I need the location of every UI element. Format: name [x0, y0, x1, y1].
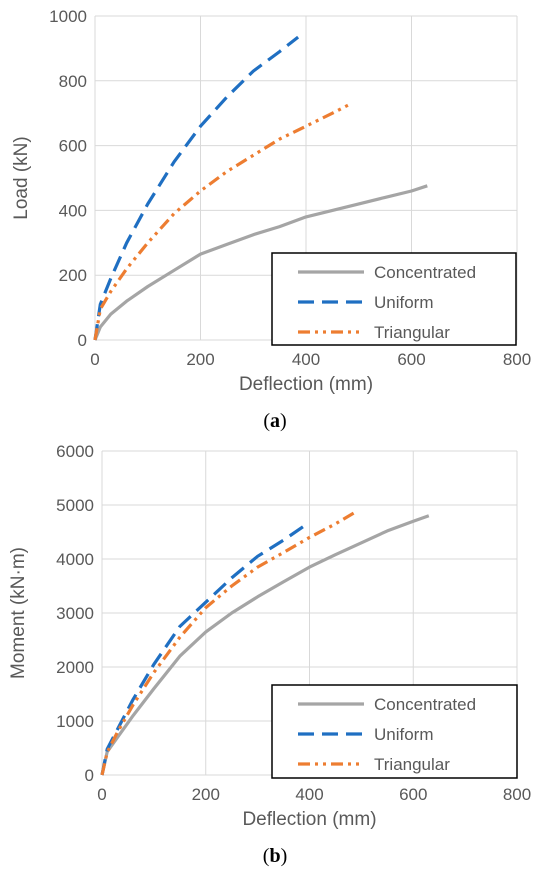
chart-b-xtick-0: 0	[97, 785, 106, 804]
chart-a-legend-label-uniform: Uniform	[374, 293, 434, 312]
chart-a-ytick-2: 400	[59, 201, 87, 220]
caption-b: (b)	[262, 845, 288, 867]
chart-b-series-triangular	[100, 511, 355, 776]
chart-a-legend-label-concentrated: Concentrated	[374, 263, 476, 282]
chart-a-legend-box	[271, 252, 517, 346]
chart-b-ytick-6: 6000	[56, 442, 94, 461]
chart-b-xtick-3: 600	[399, 785, 427, 804]
chart-a-series-uniform	[93, 35, 300, 341]
chart-a-xtick-2: 400	[292, 350, 320, 369]
chart-b-legend-label-uniform: Uniform	[374, 725, 434, 744]
chart-b-ytick-5: 5000	[56, 496, 94, 515]
chart-b-ytick-2: 2000	[56, 658, 94, 677]
chart-b-xlabel: Deflection (mm)	[242, 809, 376, 830]
chart-a-xtick-4: 800	[503, 350, 531, 369]
chart-b-legend-label-concentrated: Concentrated	[374, 695, 476, 714]
chart-a-ytick-1: 200	[59, 266, 87, 285]
moment-deflection-chart: 0 1000 2000 3000 4000 5000 6000 0 200 400 600 800 De…	[8, 442, 531, 830]
chart-a-xtick-1: 200	[186, 350, 214, 369]
chart-a-legend-label-triangular: Triangular	[374, 323, 450, 342]
chart-b-xtick-1: 200	[192, 785, 220, 804]
chart-b-ytick-1: 1000	[56, 712, 94, 731]
chart-b-ytick-3: 3000	[56, 604, 94, 623]
caption-a: (a)	[263, 410, 287, 432]
chart-b-ytick-4: 4000	[56, 550, 94, 569]
load-deflection-chart: 0 200 400 600 800 1000 0 200 400 600 800 Deflection…	[11, 7, 531, 395]
chart-a-xtick-0: 0	[90, 350, 99, 369]
chart-b-ytick-0: 0	[85, 766, 94, 785]
chart-b-legend-label-triangular: Triangular	[374, 755, 450, 774]
chart-b: 0 1000 2000 3000 4000 5000 6000 0 200 400 600 800 De…	[0, 440, 550, 850]
caption-a-letter: a	[270, 410, 280, 432]
chart-b-legend: Concentrated Uniform Triangular	[271, 684, 518, 779]
chart-a-ytick-0: 0	[78, 331, 87, 350]
chart-a: 0 200 400 600 800 1000 0 200 400 600 800 Deflection…	[0, 0, 550, 412]
chart-a-legend: Concentrated Uniform Triangular	[271, 252, 517, 346]
chart-b-ylabel: Moment (kN·m)	[8, 547, 29, 679]
chart-a-ylabel: Load (kN)	[11, 136, 32, 219]
chart-b-series-concentrated	[100, 514, 430, 776]
chart-b-xtick-4: 800	[503, 785, 531, 804]
caption-b-letter: b	[269, 845, 281, 867]
chart-a-series-triangular	[93, 103, 349, 341]
chart-b-xtick-2: 400	[295, 785, 323, 804]
chart-a-ytick-3: 600	[59, 137, 87, 156]
chart-a-ytick-5: 1000	[49, 7, 87, 26]
chart-a-ytick-4: 800	[59, 72, 87, 91]
chart-a-xtick-3: 600	[397, 350, 425, 369]
chart-b-legend-box	[271, 684, 518, 779]
chart-a-series-concentrated	[93, 184, 428, 341]
chart-a-xlabel: Deflection (mm)	[239, 374, 373, 395]
chart-b-series-uniform	[100, 520, 311, 776]
